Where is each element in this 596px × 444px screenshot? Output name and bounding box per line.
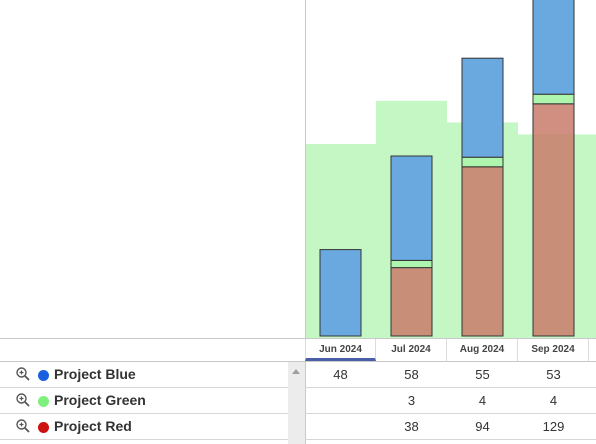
value-cell: 94 xyxy=(475,419,490,434)
series-color-dot xyxy=(38,422,49,433)
column-header-jun-2024[interactable]: Jun 2024 xyxy=(305,339,376,361)
value-cell xyxy=(305,414,376,439)
column-header-sep-2024[interactable]: Sep 2024 xyxy=(518,339,589,361)
chart-plot-area xyxy=(305,0,596,338)
series-label-project-blue[interactable]: Project Blue xyxy=(54,366,136,382)
value-cell xyxy=(305,388,376,413)
column-header-aug-2024[interactable]: Aug 2024 xyxy=(447,339,518,361)
column-header-jul-2024[interactable]: Jul 2024 xyxy=(376,339,447,361)
series-label-project-green[interactable]: Project Green xyxy=(54,392,146,408)
bar-segment-project-blue xyxy=(532,0,575,95)
value-cell: 53 xyxy=(546,367,561,382)
zoom-in-icon[interactable] xyxy=(15,418,31,434)
column-header-row: Jun 2024 Jul 2024 Aug 2024 Sep 2024 xyxy=(0,338,596,362)
bar-segment-project-blue xyxy=(461,57,504,158)
value-cell: 48 xyxy=(333,367,348,382)
value-cell: 4 xyxy=(549,393,558,408)
bar-segment-project-red xyxy=(532,103,575,337)
bar-segment-project-green xyxy=(532,93,575,105)
series-label-project-red[interactable]: Project Red xyxy=(54,418,132,434)
series-color-dot xyxy=(38,396,49,407)
scroll-up-arrow-icon[interactable] xyxy=(292,369,300,374)
bar-segment-project-blue xyxy=(319,249,362,337)
value-cell: 55 xyxy=(475,367,490,382)
zoom-in-icon[interactable] xyxy=(15,392,31,408)
bar-segment-project-blue xyxy=(390,155,433,261)
bar-layer xyxy=(319,0,575,337)
zoom-in-icon[interactable] xyxy=(15,366,31,382)
bar-segment-project-green xyxy=(461,156,504,168)
bar-segment-project-red xyxy=(461,166,504,337)
chart-left-divider xyxy=(305,0,306,444)
value-cell: 4 xyxy=(478,393,487,408)
bar-segment-project-green xyxy=(390,259,433,269)
vertical-scrollbar[interactable] xyxy=(288,362,305,444)
series-color-dot xyxy=(38,370,49,381)
value-cell: 38 xyxy=(404,419,419,434)
value-cell: 129 xyxy=(542,419,565,434)
bar-segment-project-red xyxy=(390,267,433,337)
value-cell: 58 xyxy=(404,367,419,382)
value-cell: 3 xyxy=(407,393,416,408)
